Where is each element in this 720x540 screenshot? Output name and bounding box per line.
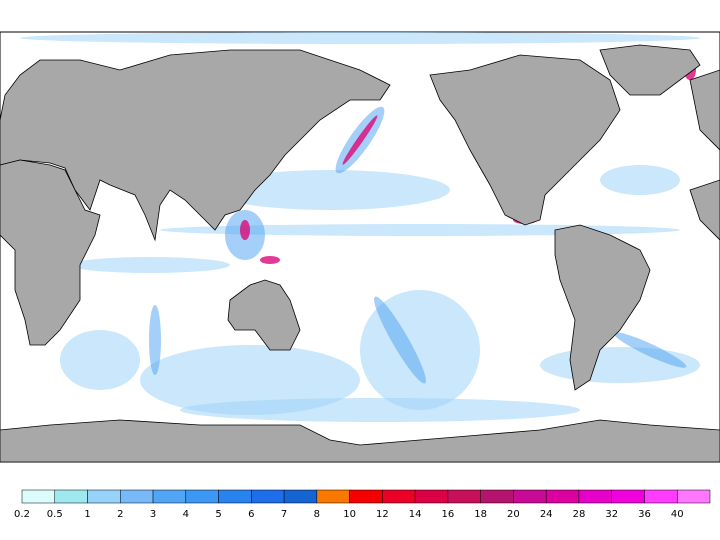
colorbar-label: 40: [671, 509, 684, 520]
colorbar-label: 0.5: [47, 509, 63, 520]
colorbar-box: [120, 489, 154, 504]
colorbar: 0.2 0.5 1 2 3 4 5 6 7 8 10 12 14 16 18 20 24 28 32 36 40: [14, 489, 711, 520]
colorbar-label: 12: [376, 509, 389, 520]
antarctica: [0, 419, 720, 463]
colorbar-box: [251, 489, 285, 504]
colorbar-label: 8: [314, 509, 320, 520]
colorbar-label: 28: [573, 509, 586, 520]
colorbar-box: [480, 489, 514, 504]
eurasia: [0, 49, 391, 242]
colorbar-label: 18: [474, 509, 487, 520]
colorbar-box: [578, 489, 612, 504]
colorbar-label: 36: [638, 509, 651, 520]
colorbar-label: 4: [183, 509, 189, 520]
colorbar-box: [316, 489, 350, 504]
colorbar-box: [644, 489, 678, 504]
africa: [0, 159, 101, 346]
colorbar-box: [447, 489, 481, 504]
africa-east-edge: [689, 179, 720, 241]
colorbar-label: 3: [150, 509, 156, 520]
colorbar-box: [283, 489, 318, 504]
australia: [227, 279, 301, 351]
colorbar-box: [545, 489, 580, 504]
colorbar-label: 0.2: [14, 509, 30, 520]
colorbar-label: 6: [248, 509, 254, 520]
south-america: [554, 224, 651, 391]
europe-east-edge: [689, 69, 720, 151]
continents: [0, 44, 720, 463]
colorbar-label: 7: [281, 509, 287, 520]
colorbar-box: [152, 489, 187, 504]
colorbar-box: [513, 489, 547, 504]
colorbar-label: 14: [409, 509, 422, 520]
colorbar-box: [349, 489, 383, 504]
colorbar-label: 10: [343, 509, 356, 520]
colorbar-box: [382, 489, 416, 504]
colorbar-label: 16: [442, 509, 455, 520]
precipitation-bands: [20, 32, 700, 430]
colorbar-label: 32: [605, 509, 618, 520]
colorbar-label: 24: [540, 509, 553, 520]
colorbar-box: [218, 489, 252, 504]
colorbar-box: [54, 489, 88, 504]
colorbar-box: [185, 489, 219, 504]
colorbar-box: [611, 489, 645, 504]
colorbar-box: [414, 489, 449, 504]
colorbar-box: [21, 489, 56, 504]
colorbar-label: 2: [117, 509, 123, 520]
greenland: [599, 44, 701, 96]
colorbar-box: [87, 489, 121, 504]
colorbar-box: [676, 489, 711, 504]
colorbar-label: 1: [84, 509, 90, 520]
north-america: [429, 54, 621, 226]
colorbar-label: 20: [507, 509, 520, 520]
colorbar-label: 5: [215, 509, 221, 520]
